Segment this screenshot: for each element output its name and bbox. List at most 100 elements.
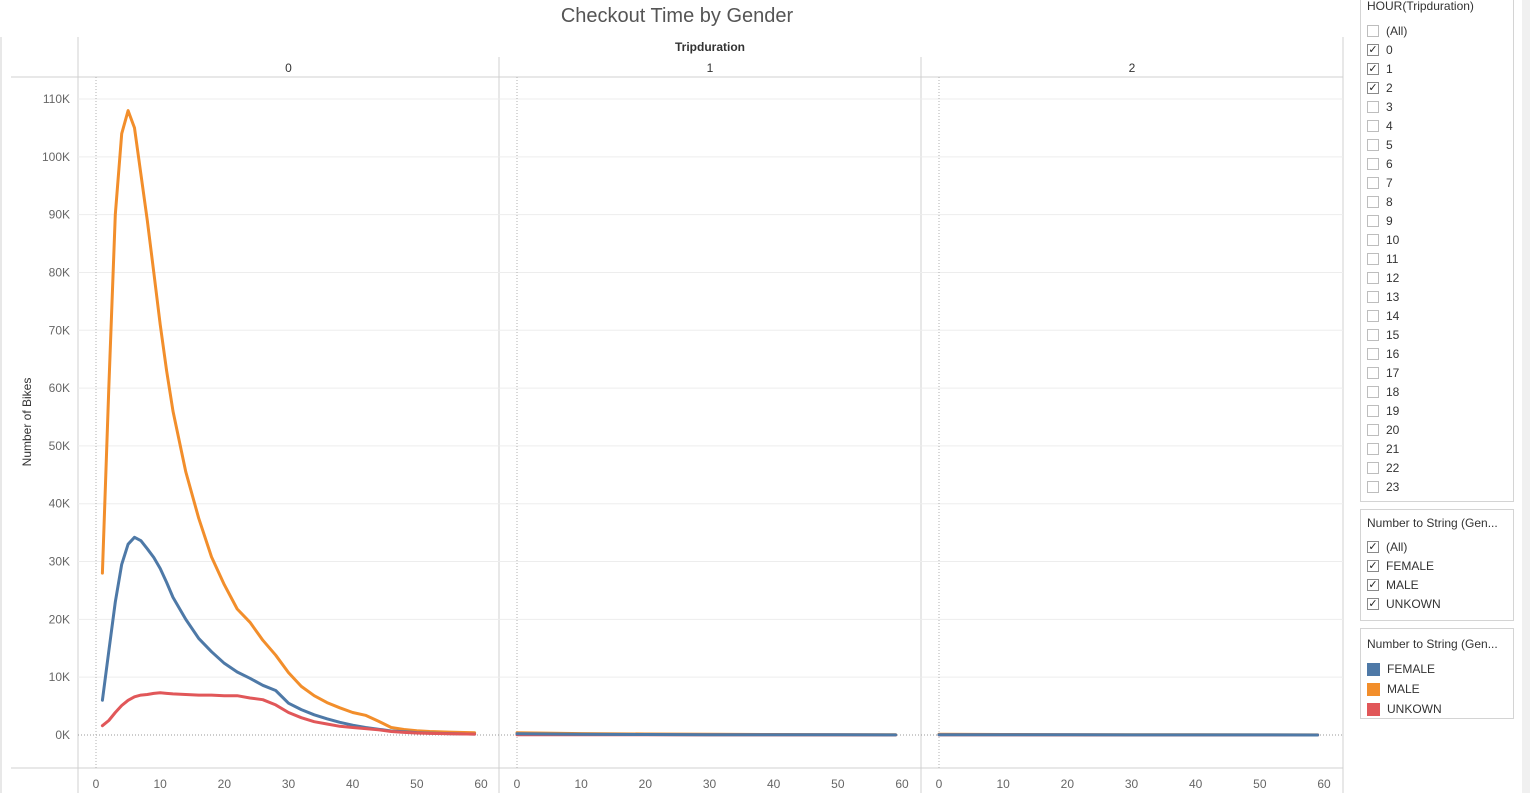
- checkbox-unchecked-icon[interactable]: [1367, 119, 1379, 132]
- series-line-male: [100, 109, 477, 735]
- hour-filter-item[interactable]: 4: [1361, 116, 1513, 135]
- hour-filter-item[interactable]: 6: [1361, 154, 1513, 173]
- checkbox-checked-icon[interactable]: ✓: [1367, 559, 1379, 572]
- checkbox-unchecked-icon[interactable]: [1367, 233, 1379, 246]
- hour-filter-item-label: 6: [1386, 156, 1393, 171]
- gender-filter-item[interactable]: ✓ (All): [1361, 537, 1513, 556]
- x-tick-label: 20: [218, 777, 232, 791]
- series-line-unkown: [100, 691, 477, 736]
- legend-item[interactable]: FEMALE: [1361, 659, 1513, 679]
- hour-filter-item[interactable]: ✓ 1: [1361, 59, 1513, 78]
- checkbox-unchecked-icon[interactable]: [1367, 252, 1379, 265]
- gender-filter-item[interactable]: ✓ MALE: [1361, 575, 1513, 594]
- gender-filter-list: ✓ (All) ✓ FEMALE ✓ MALE ✓ UNKOWN: [1361, 537, 1513, 613]
- x-tick-label: 20: [639, 777, 653, 791]
- legend-item-label: FEMALE: [1387, 662, 1436, 676]
- y-tick-label: 110K: [43, 92, 70, 106]
- hour-filter-item[interactable]: 14: [1361, 306, 1513, 325]
- hour-filter-item[interactable]: 19: [1361, 401, 1513, 420]
- hour-filter-item[interactable]: 22: [1361, 458, 1513, 477]
- series-line-female: [515, 732, 898, 737]
- x-tick-label: 20: [1061, 777, 1075, 791]
- checkbox-unchecked-icon[interactable]: [1367, 24, 1379, 37]
- hour-filter-item-label: 18: [1386, 384, 1400, 399]
- gender-filter-item-label: MALE: [1386, 577, 1419, 592]
- legend-item[interactable]: UNKOWN: [1361, 699, 1513, 719]
- checkbox-unchecked-icon[interactable]: [1367, 328, 1379, 341]
- hour-filter-item[interactable]: 11: [1361, 249, 1513, 268]
- checkbox-unchecked-icon[interactable]: [1367, 347, 1379, 360]
- gender-filter-item[interactable]: ✓ UNKOWN: [1361, 594, 1513, 613]
- hour-filter-item-label: 20: [1386, 422, 1400, 437]
- hour-filter-item[interactable]: ✓ 2: [1361, 78, 1513, 97]
- y-tick-label: 50K: [49, 439, 70, 453]
- y-tick-label: 100K: [42, 150, 70, 164]
- gender-filter-title: Number to String (Gen...: [1367, 516, 1498, 530]
- hour-filter-item[interactable]: 7: [1361, 173, 1513, 192]
- gender-filter-item[interactable]: ✓ FEMALE: [1361, 556, 1513, 575]
- checkbox-unchecked-icon[interactable]: [1367, 176, 1379, 189]
- checkbox-checked-icon[interactable]: ✓: [1367, 43, 1379, 56]
- checkbox-checked-icon[interactable]: ✓: [1367, 597, 1379, 610]
- y-tick-label: 60K: [49, 381, 70, 395]
- checkbox-unchecked-icon[interactable]: [1367, 385, 1379, 398]
- x-tick-label: 50: [410, 777, 424, 791]
- checkbox-checked-icon[interactable]: ✓: [1367, 62, 1379, 75]
- checkbox-unchecked-icon[interactable]: [1367, 404, 1379, 417]
- hour-filter-item[interactable]: 16: [1361, 344, 1513, 363]
- checkbox-unchecked-icon[interactable]: [1367, 195, 1379, 208]
- hour-filter-item[interactable]: 5: [1361, 135, 1513, 154]
- hour-filter-item[interactable]: 15: [1361, 325, 1513, 344]
- hour-filter-item[interactable]: 12: [1361, 268, 1513, 287]
- hour-filter-item[interactable]: ✓ 0: [1361, 40, 1513, 59]
- checkbox-unchecked-icon[interactable]: [1367, 442, 1379, 455]
- hour-filter-item-label: 0: [1386, 42, 1393, 57]
- checkbox-unchecked-icon[interactable]: [1367, 271, 1379, 284]
- hour-filter-item[interactable]: 23: [1361, 477, 1513, 496]
- checkbox-unchecked-icon[interactable]: [1367, 214, 1379, 227]
- pane-0: 0 0 10 20 30 40 50 60: [93, 61, 488, 791]
- checkbox-unchecked-icon[interactable]: [1367, 157, 1379, 170]
- y-tick-label: 20K: [49, 612, 70, 626]
- hour-filter-item-label: 16: [1386, 346, 1400, 361]
- hour-filter-item[interactable]: 8: [1361, 192, 1513, 211]
- checkbox-unchecked-icon[interactable]: [1367, 366, 1379, 379]
- hour-filter-item-label: 19: [1386, 403, 1400, 418]
- hour-filter-item-label: 13: [1386, 289, 1400, 304]
- hour-filter-item[interactable]: 13: [1361, 287, 1513, 306]
- hour-filter-item[interactable]: 10: [1361, 230, 1513, 249]
- hour-filter-item[interactable]: 9: [1361, 211, 1513, 230]
- checkbox-unchecked-icon[interactable]: [1367, 100, 1379, 113]
- hour-filter-item[interactable]: 21: [1361, 439, 1513, 458]
- legend-swatch: [1367, 682, 1380, 696]
- checkbox-checked-icon[interactable]: ✓: [1367, 540, 1379, 553]
- x-tick-label: 40: [1189, 777, 1203, 791]
- legend-item-label: MALE: [1387, 682, 1420, 696]
- x-tick-label: 0: [93, 777, 100, 791]
- checkbox-unchecked-icon[interactable]: [1367, 423, 1379, 436]
- hour-filter-item-label: 12: [1386, 270, 1400, 285]
- hour-filter-item[interactable]: 20: [1361, 420, 1513, 439]
- y-tick-label: 40K: [49, 497, 70, 511]
- x-tick-label: 10: [996, 777, 1010, 791]
- hour-filter-list: (All) ✓ 0 ✓ 1 ✓ 2 3 4 5 6 7 8 9 10 11 12 13 14 15 16 17 18 19 20…: [1361, 17, 1513, 496]
- hour-filter-item[interactable]: 3: [1361, 97, 1513, 116]
- legend-item[interactable]: MALE: [1361, 679, 1513, 699]
- chart-title: Checkout Time by Gender: [561, 5, 794, 27]
- checkbox-unchecked-icon[interactable]: [1367, 138, 1379, 151]
- y-tick-label: 70K: [49, 323, 70, 337]
- checkbox-checked-icon[interactable]: ✓: [1367, 578, 1379, 591]
- hour-filter-item[interactable]: 18: [1361, 382, 1513, 401]
- column-header: Tripduration: [675, 40, 745, 54]
- vertical-scrollbar[interactable]: [1522, 0, 1530, 793]
- checkbox-unchecked-icon[interactable]: [1367, 480, 1379, 493]
- x-tick-label: 0: [514, 777, 521, 791]
- pane-1: 10 10 20 30 40 50 60: [514, 61, 909, 791]
- hour-filter-item-label: 2: [1386, 80, 1393, 95]
- checkbox-checked-icon[interactable]: ✓: [1367, 81, 1379, 94]
- checkbox-unchecked-icon[interactable]: [1367, 290, 1379, 303]
- checkbox-unchecked-icon[interactable]: [1367, 309, 1379, 322]
- hour-filter-item[interactable]: 17: [1361, 363, 1513, 382]
- hour-filter-item[interactable]: (All): [1361, 21, 1513, 40]
- checkbox-unchecked-icon[interactable]: [1367, 461, 1379, 474]
